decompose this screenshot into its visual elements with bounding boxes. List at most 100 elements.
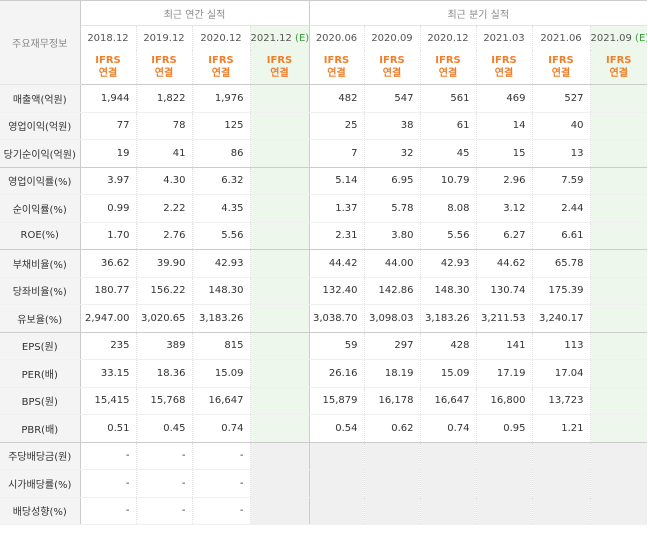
quarter-value-cell: 527 — [531, 84, 590, 113]
annual-value-cell — [249, 222, 309, 250]
annual-period-header: 2019.12 — [135, 25, 192, 50]
row-label: 순이익률(%) — [0, 194, 81, 223]
row-label: 당좌비율(%) — [0, 277, 81, 305]
quarter-period-header: 2021.06 — [531, 25, 590, 50]
quarter-value-cell: 44.42 — [308, 249, 364, 278]
quarter-value-cell — [589, 139, 647, 168]
quarter-value-cell — [589, 414, 647, 443]
annual-value-cell: 3.97 — [80, 167, 136, 195]
annual-value-cell: 0.45 — [135, 414, 192, 443]
quarter-value-cell: 15,879 — [308, 387, 364, 415]
annual-value-cell — [249, 84, 309, 113]
table-row: 순이익률(%) 0.99 2.22 4.35 1.37 5.78 8.08 3.12 2.44 — [0, 194, 647, 223]
quarter-value-cell — [363, 497, 420, 525]
quarter-value-cell — [419, 497, 476, 525]
annual-value-cell — [249, 112, 309, 140]
consolidated-label: 연결 — [494, 68, 514, 79]
quarter-value-cell — [589, 194, 647, 223]
quarter-value-cell: 6.27 — [475, 222, 532, 250]
annual-value-cell — [249, 442, 309, 470]
quarter-value-cell — [589, 497, 647, 525]
consolidated-label: 연결 — [270, 68, 289, 79]
annual-value-cell — [249, 194, 309, 223]
quarter-value-cell: 25 — [308, 112, 364, 140]
period-label: 2020.09 — [371, 32, 413, 44]
quarter-value-cell: 148.30 — [419, 277, 476, 305]
ifrs-consolidated-label: IFRS 연결 — [249, 50, 309, 85]
annual-value-cell: - — [135, 469, 192, 498]
quarter-period-header: 2020.09 — [363, 25, 420, 50]
quarter-period-header: 2020.06 — [308, 25, 364, 50]
quarter-value-cell: 561 — [419, 84, 476, 113]
annual-value-cell: 18.36 — [135, 359, 192, 388]
annual-value-cell: 1,944 — [80, 84, 136, 113]
annual-value-cell: 77 — [80, 112, 136, 140]
quarter-value-cell: 17.19 — [475, 359, 532, 388]
ifrs-label: IFRS — [151, 55, 177, 66]
period-label: 2020.12 — [200, 32, 242, 44]
table-row: BPS(원) 15,415 15,768 16,647 15,879 16,178 16,6… — [0, 387, 647, 415]
annual-value-cell — [249, 277, 309, 305]
quarter-value-cell — [589, 304, 647, 333]
row-label: EPS(원) — [0, 332, 81, 360]
quarter-value-cell: 45 — [419, 139, 476, 168]
annual-value-cell — [249, 139, 309, 168]
quarter-value-cell: 469 — [475, 84, 532, 113]
annual-value-cell — [249, 249, 309, 278]
quarter-value-cell: 5.14 — [308, 167, 364, 195]
annual-value-cell: 78 — [135, 112, 192, 140]
quarter-value-cell: 7 — [308, 139, 364, 168]
ifrs-label: IFRS — [606, 55, 632, 66]
row-label: 영업이익률(%) — [0, 167, 81, 195]
quarter-value-cell — [589, 387, 647, 415]
table-row: 영업이익률(%) 3.97 4.30 6.32 5.14 6.95 10.79 2.96 7.5… — [0, 167, 647, 195]
ifrs-label: IFRS — [491, 55, 517, 66]
row-label: 영업이익(억원) — [0, 112, 81, 140]
consolidated-label: 연결 — [98, 68, 118, 79]
period-label: 2019.12 — [143, 32, 185, 44]
quarter-value-cell: 297 — [363, 332, 420, 360]
period-label: 2018.12 — [87, 32, 129, 44]
annual-value-cell — [249, 497, 309, 525]
table-row: 배당성향(%) - - - — [0, 497, 647, 525]
quarter-value-cell: 16,647 — [419, 387, 476, 415]
annual-value-cell — [249, 387, 309, 415]
quarter-value-cell — [475, 497, 532, 525]
quarter-value-cell — [419, 442, 476, 470]
quarter-value-cell: 17.04 — [531, 359, 590, 388]
annual-value-cell: 2,947.00 — [80, 304, 136, 333]
quarter-value-cell — [531, 442, 590, 470]
ifrs-consolidated-label: IFRS 연결 — [80, 50, 136, 85]
annual-value-cell: 0.99 — [80, 194, 136, 223]
quarter-value-cell — [475, 469, 532, 498]
financial-summary-table: 주요재무정보 최근 연간 실적 최근 분기 실적 2018.12 2019.12 2… — [0, 0, 647, 525]
quarter-value-cell: 0.74 — [419, 414, 476, 443]
consolidated-label: 연결 — [438, 68, 458, 79]
quarter-value-cell: 3,183.26 — [419, 304, 476, 333]
quarter-value-cell: 141 — [475, 332, 532, 360]
quarter-value-cell: 3,211.53 — [475, 304, 532, 333]
annual-value-cell — [249, 304, 309, 333]
ifrs-consolidated-label: IFRS 연결 — [419, 50, 476, 85]
quarter-value-cell — [589, 442, 647, 470]
consolidated-label: 연결 — [551, 68, 571, 79]
annual-value-cell: - — [135, 442, 192, 470]
period-label: 2021.12 — [250, 32, 292, 44]
table-row: 부채비율(%) 36.62 39.90 42.93 44.42 44.00 42.93 44.… — [0, 249, 647, 278]
quarter-value-cell: 8.08 — [419, 194, 476, 223]
annual-value-cell: 148.30 — [191, 277, 250, 305]
quarter-value-cell — [363, 442, 420, 470]
row-label: PER(배) — [0, 359, 81, 388]
annual-value-cell: 180.77 — [80, 277, 136, 305]
quarter-value-cell: 44.00 — [363, 249, 420, 278]
annual-value-cell: 3,020.65 — [135, 304, 192, 333]
ifrs-label: IFRS — [548, 55, 574, 66]
row-label: 부채비율(%) — [0, 249, 81, 278]
row-label: 주당배당금(원) — [0, 442, 81, 470]
quarter-value-cell: 32 — [363, 139, 420, 168]
period-label: 2021.09 — [590, 32, 632, 44]
estimate-marker: (E) — [295, 32, 309, 44]
row-label: 시가배당률(%) — [0, 469, 81, 498]
annual-value-cell: 2.22 — [135, 194, 192, 223]
annual-value-cell: - — [80, 442, 136, 470]
